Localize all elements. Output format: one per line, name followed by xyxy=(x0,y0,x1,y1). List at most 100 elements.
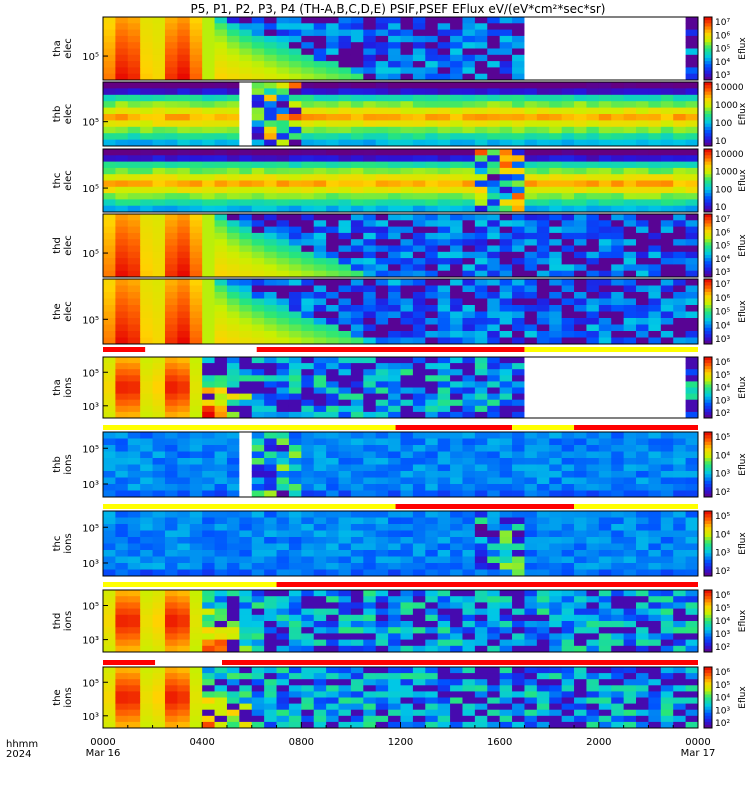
heatmap-cell xyxy=(313,35,327,43)
heatmap-cell xyxy=(685,139,699,147)
heatmap-cell xyxy=(450,292,463,299)
heatmap-cell xyxy=(598,149,612,156)
heatmap-cell xyxy=(264,602,277,609)
colorbar-step xyxy=(704,155,712,159)
heatmap-cell xyxy=(499,186,513,194)
colorbar-step xyxy=(704,149,712,153)
heatmap-cell xyxy=(487,42,501,49)
heatmap-cell xyxy=(350,311,364,319)
heatmap-cell xyxy=(623,484,637,491)
heatmap-cell xyxy=(549,48,563,56)
heatmap-cell xyxy=(574,556,587,564)
heatmap-cell xyxy=(350,357,364,364)
heatmap-cell xyxy=(152,251,166,259)
heatmap-cell xyxy=(536,61,550,68)
heatmap-cell xyxy=(574,438,587,446)
heatmap-cell xyxy=(152,285,166,293)
heatmap-cell xyxy=(412,94,426,102)
heatmap-cell xyxy=(313,614,327,622)
heatmap-cell xyxy=(350,645,364,653)
heatmap-cell xyxy=(338,331,352,338)
heatmap-cell xyxy=(301,464,315,472)
heatmap-cell xyxy=(412,220,426,227)
heatmap-cell xyxy=(487,17,501,24)
heatmap-cell xyxy=(276,311,290,319)
heatmap-cell xyxy=(140,667,153,674)
heatmap-cell xyxy=(177,537,191,544)
heatmap-cell xyxy=(512,471,525,478)
heatmap-cell xyxy=(536,471,550,478)
heatmap-cell xyxy=(214,239,228,246)
heatmap-cell xyxy=(375,149,389,156)
heatmap-cell xyxy=(251,490,265,498)
heatmap-cell xyxy=(524,17,538,24)
heatmap-cell xyxy=(214,715,228,723)
heatmap-cell xyxy=(276,627,290,634)
heatmap-cell xyxy=(598,126,612,134)
heatmap-cell xyxy=(375,245,389,253)
heatmap-cell xyxy=(586,331,600,338)
heatmap-cell xyxy=(474,245,488,253)
heatmap-cell xyxy=(103,608,116,616)
heatmap-cell xyxy=(512,305,525,312)
heatmap-cell xyxy=(251,94,265,102)
heatmap-cell xyxy=(400,715,414,723)
heatmap-cell xyxy=(177,590,191,597)
heatmap-cell xyxy=(487,199,501,207)
heatmap-cell xyxy=(636,186,649,194)
heatmap-cell xyxy=(648,251,662,259)
heatmap-cell xyxy=(103,381,116,388)
heatmap-cell xyxy=(375,721,389,729)
heatmap-cell xyxy=(226,331,240,338)
heatmap-cell xyxy=(326,239,339,246)
heatmap-cell xyxy=(512,199,525,207)
heatmap-cell xyxy=(412,311,426,319)
heatmap-cell xyxy=(313,331,327,338)
heatmap-cell xyxy=(462,477,476,485)
heatmap-cell xyxy=(239,645,253,653)
heatmap-cell xyxy=(264,311,277,319)
colorbar-step xyxy=(704,61,712,65)
heatmap-cell xyxy=(636,639,649,647)
heatmap-cell xyxy=(140,270,153,278)
heatmap-cell xyxy=(487,537,501,544)
heatmap-cell xyxy=(499,381,513,388)
heatmap-cell xyxy=(313,569,327,577)
heatmap-cell xyxy=(214,251,228,259)
heatmap-cell xyxy=(561,251,575,259)
heatmap-cell xyxy=(660,337,674,345)
heatmap-cell xyxy=(462,471,476,478)
heatmap-cell xyxy=(375,114,389,121)
heatmap-cell xyxy=(189,35,203,43)
heatmap-cell xyxy=(586,155,600,162)
heatmap-cell xyxy=(313,29,327,37)
heatmap-cell xyxy=(561,94,575,102)
heatmap-cell xyxy=(524,139,538,147)
heatmap-cell xyxy=(561,133,575,140)
heatmap-cell xyxy=(276,114,290,121)
heatmap-cell xyxy=(375,608,389,616)
heatmap-cell xyxy=(660,627,674,634)
heatmap-cell xyxy=(127,633,141,640)
heatmap-cell xyxy=(512,556,525,564)
heatmap-cell xyxy=(499,458,513,465)
heatmap-cell xyxy=(276,107,290,115)
heatmap-cell xyxy=(400,608,414,616)
heatmap-cell xyxy=(574,543,587,551)
heatmap-cell xyxy=(512,101,525,108)
heatmap-cell xyxy=(115,324,129,332)
heatmap-cell xyxy=(388,285,401,293)
heatmap-cell xyxy=(202,54,215,62)
heatmap-cell xyxy=(425,633,439,640)
heatmap-cell xyxy=(400,703,414,711)
heatmap-cell xyxy=(499,180,513,188)
heatmap-cell xyxy=(239,258,253,265)
heatmap-cell xyxy=(586,186,600,194)
heatmap-cell xyxy=(177,471,191,478)
heatmap-cell xyxy=(350,569,364,577)
heatmap-cell xyxy=(338,180,352,188)
heatmap-cell xyxy=(239,139,253,147)
heatmap-cell xyxy=(412,180,426,188)
heatmap-cell xyxy=(536,608,550,616)
